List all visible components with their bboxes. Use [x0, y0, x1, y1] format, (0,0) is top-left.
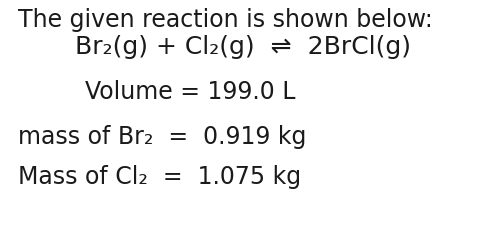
Text: Volume = 199.0 L: Volume = 199.0 L: [85, 80, 295, 104]
Text: Mass of Cl₂  =  1.075 kg: Mass of Cl₂ = 1.075 kg: [18, 165, 301, 189]
Text: mass of Br₂  =  0.919 kg: mass of Br₂ = 0.919 kg: [18, 125, 307, 149]
Text: Br₂(g) + Cl₂(g)  ⇌  2BrCl(g): Br₂(g) + Cl₂(g) ⇌ 2BrCl(g): [75, 35, 411, 59]
Text: The given reaction is shown below:: The given reaction is shown below:: [18, 8, 433, 32]
